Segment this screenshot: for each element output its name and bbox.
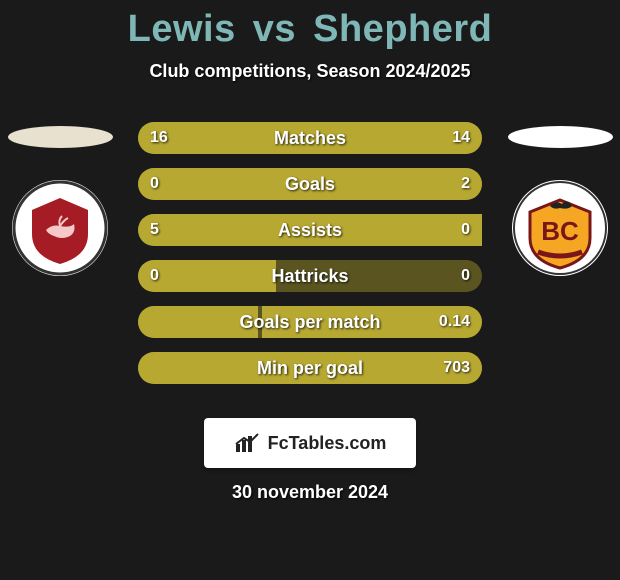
player2-name: Shepherd: [313, 8, 492, 50]
stat-row-goals: 02Goals: [138, 168, 482, 200]
comparison-date: 30 november 2024: [0, 482, 620, 503]
stat-label: Goals per match: [138, 306, 482, 338]
stat-label: Assists: [138, 214, 482, 246]
footer-brand-text: FcTables.com: [268, 433, 387, 454]
stat-row-min-per-goal: 703Min per goal: [138, 352, 482, 384]
stat-row-hattricks: 00Hattricks: [138, 260, 482, 292]
svg-text:BC: BC: [541, 216, 579, 246]
vs-separator: vs: [253, 8, 296, 50]
stat-row-matches: 1614Matches: [138, 122, 482, 154]
stat-label: Hattricks: [138, 260, 482, 292]
bradford-crest-icon: BC: [512, 180, 608, 276]
left-team-badge: [0, 112, 120, 276]
left-team-crest: [12, 180, 108, 276]
stat-row-goals-per-match: 0.14Goals per match: [138, 306, 482, 338]
right-player-oval: [508, 126, 613, 148]
fctables-logo-icon: [234, 432, 262, 454]
right-team-badge: BC: [500, 112, 620, 276]
subtitle: Club competitions, Season 2024/2025: [0, 61, 620, 82]
footer-brand-badge: FcTables.com: [204, 418, 416, 468]
left-player-oval: [8, 126, 113, 148]
player1-name: Lewis: [128, 8, 236, 50]
stat-label: Min per goal: [138, 352, 482, 384]
comparison-title: Lewis vs Shepherd: [0, 0, 620, 51]
right-team-crest: BC: [512, 180, 608, 276]
comparison-content: BC 1614Matches 02Goals 50Assists 00Hattrick…: [0, 112, 620, 412]
stat-bars: 1614Matches 02Goals 50Assists 00Hattricks 0.…: [138, 122, 482, 398]
morecambe-crest-icon: [12, 180, 108, 276]
stat-row-assists: 50Assists: [138, 214, 482, 246]
stat-label: Matches: [138, 122, 482, 154]
stat-label: Goals: [138, 168, 482, 200]
